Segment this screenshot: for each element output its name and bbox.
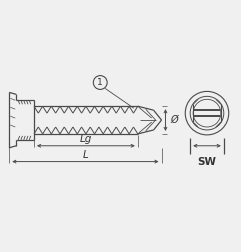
Text: L: L [82, 150, 88, 160]
Text: 1: 1 [97, 78, 103, 87]
Text: SW: SW [197, 157, 216, 167]
Text: Ø: Ø [170, 115, 178, 125]
Text: Lg: Lg [80, 134, 92, 144]
